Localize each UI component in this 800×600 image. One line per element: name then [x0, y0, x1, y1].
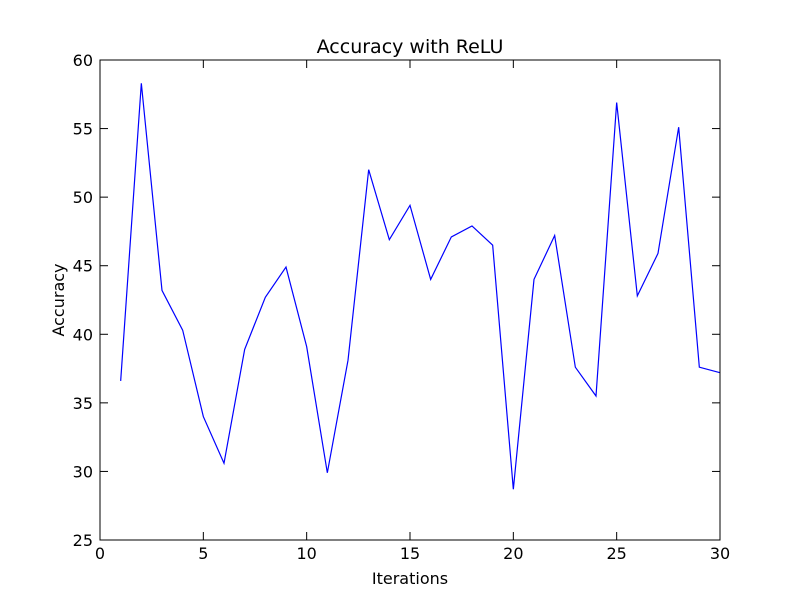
y-tick-label: 40	[73, 325, 93, 344]
y-tick-label: 45	[73, 257, 93, 276]
y-tick-label: 35	[73, 394, 93, 413]
x-tick-label: 25	[606, 544, 626, 563]
x-tick-label: 20	[503, 544, 523, 563]
y-tick-label: 25	[73, 531, 93, 550]
plot-frame	[99, 59, 721, 541]
y-axis-label: Accuracy	[49, 263, 68, 336]
y-tick-label: 30	[73, 462, 93, 481]
y-tick-label: 55	[73, 120, 93, 139]
x-tick-label: 5	[198, 544, 208, 563]
x-tick-label: 10	[296, 544, 316, 563]
x-tick-label: 0	[95, 544, 105, 563]
plot-area	[120, 83, 721, 490]
axis-ticks: 0 5 10 15 20 25 30 25 30 35 40 45 50 55 60	[73, 51, 731, 563]
chart-title: Accuracy with ReLU	[317, 36, 504, 58]
y-tick-label: 60	[73, 51, 93, 70]
x-tick-label: 15	[400, 544, 420, 563]
y-tick-label: 50	[73, 188, 93, 207]
x-tick-label: 30	[710, 544, 730, 563]
x-axis-label: Iterations	[372, 569, 448, 588]
series-line	[120, 83, 721, 490]
